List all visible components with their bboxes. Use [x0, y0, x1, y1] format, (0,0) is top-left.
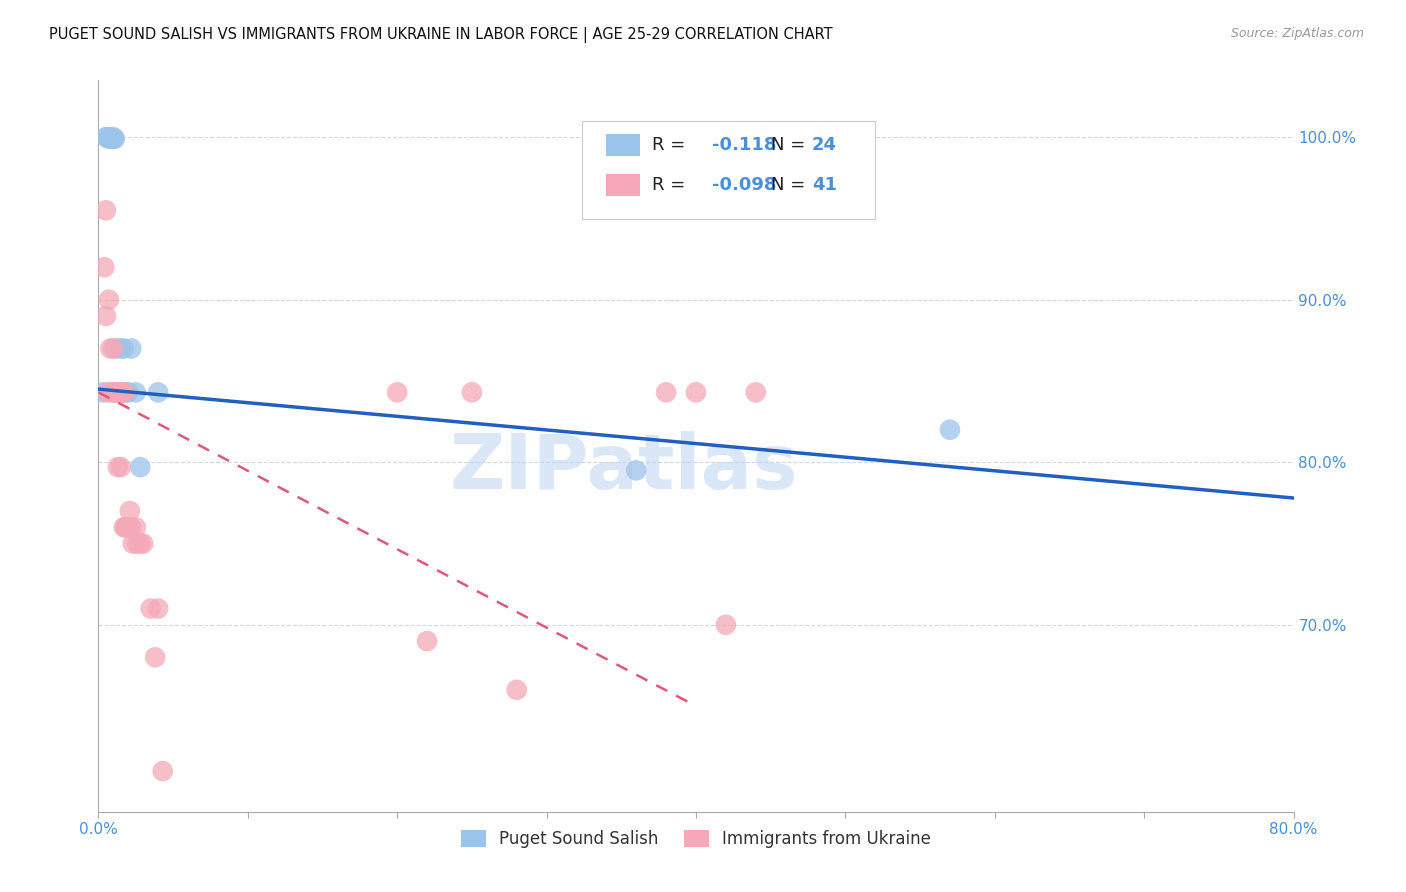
Point: [685, 385, 707, 400]
Point: [108, 385, 131, 400]
Point: [114, 385, 136, 400]
Point: [94, 130, 117, 145]
Point: [745, 385, 768, 400]
Point: [91, 385, 114, 400]
Point: [103, 342, 125, 356]
Point: [97, 293, 120, 307]
Text: 41: 41: [811, 176, 837, 194]
Point: [108, 385, 131, 400]
Point: [103, 130, 125, 145]
Point: [125, 520, 148, 534]
Text: ZIPatlas: ZIPatlas: [450, 431, 799, 505]
Point: [112, 342, 135, 356]
Point: [96, 385, 118, 400]
Point: [506, 682, 529, 697]
Text: -0.118: -0.118: [711, 136, 776, 153]
Point: [103, 385, 125, 400]
Point: [461, 385, 484, 400]
Text: PUGET SOUND SALISH VS IMMIGRANTS FROM UKRAINE IN LABOR FORCE | AGE 25-29 CORRELA: PUGET SOUND SALISH VS IMMIGRANTS FROM UK…: [49, 27, 832, 43]
Point: [110, 385, 132, 400]
Point: [96, 130, 118, 145]
Point: [939, 423, 962, 437]
Point: [110, 385, 132, 400]
Text: N =: N =: [772, 136, 811, 153]
Point: [117, 520, 139, 534]
Point: [97, 132, 120, 146]
Text: -0.098: -0.098: [711, 176, 776, 194]
Point: [94, 203, 117, 218]
Text: 24: 24: [811, 136, 837, 153]
Bar: [606, 134, 640, 155]
Point: [655, 385, 678, 400]
Point: [101, 385, 124, 400]
Point: [107, 385, 129, 400]
Text: Source: ZipAtlas.com: Source: ZipAtlas.com: [1230, 27, 1364, 40]
FancyBboxPatch shape: [582, 120, 875, 219]
Point: [107, 460, 129, 475]
Point: [714, 617, 737, 632]
Point: [101, 132, 124, 146]
Text: R =: R =: [652, 176, 690, 194]
Point: [103, 132, 125, 146]
Point: [93, 260, 115, 275]
Point: [115, 520, 138, 534]
Point: [148, 601, 170, 615]
Point: [120, 342, 142, 356]
Point: [110, 342, 132, 356]
Point: [94, 309, 117, 323]
Point: [416, 634, 439, 648]
Point: [118, 504, 141, 518]
Point: [111, 385, 134, 400]
Point: [385, 385, 409, 400]
Point: [98, 342, 122, 356]
Point: [121, 536, 143, 550]
Point: [105, 385, 128, 400]
Point: [110, 460, 132, 475]
Point: [120, 520, 142, 534]
Point: [132, 536, 155, 550]
Text: N =: N =: [772, 176, 811, 194]
Point: [112, 520, 135, 534]
Point: [98, 130, 122, 145]
Point: [104, 132, 127, 146]
Legend: Puget Sound Salish, Immigrants from Ukraine: Puget Sound Salish, Immigrants from Ukra…: [454, 823, 938, 855]
Point: [129, 536, 152, 550]
Point: [152, 764, 174, 778]
Point: [114, 520, 136, 534]
Point: [107, 385, 129, 400]
Point: [117, 385, 139, 400]
Point: [148, 385, 170, 400]
Point: [111, 385, 134, 400]
Point: [626, 463, 648, 477]
Point: [125, 385, 148, 400]
Bar: [606, 174, 640, 196]
Point: [112, 385, 135, 400]
Point: [143, 650, 166, 665]
Point: [104, 385, 127, 400]
Point: [105, 342, 128, 356]
Point: [139, 601, 162, 615]
Text: R =: R =: [652, 136, 690, 153]
Point: [127, 536, 149, 550]
Point: [129, 460, 152, 475]
